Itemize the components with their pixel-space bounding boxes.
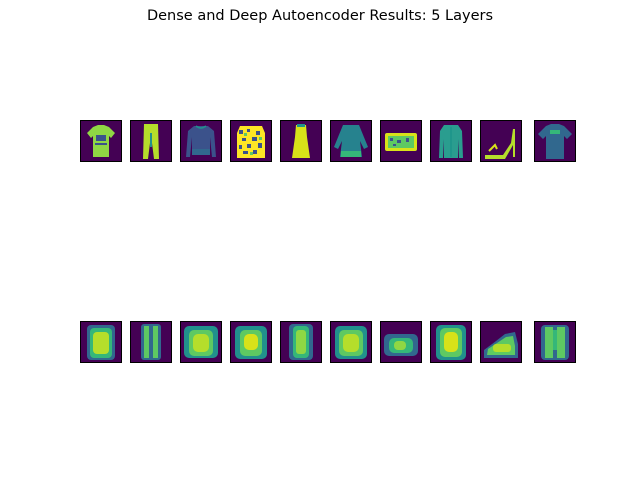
original-image-2 xyxy=(130,120,172,162)
tshirt-icon xyxy=(535,121,575,161)
original-image-7 xyxy=(380,120,422,162)
original-image-6 xyxy=(330,120,372,162)
reconstructed-image-1 xyxy=(80,321,122,363)
shirt-icon xyxy=(231,121,271,161)
figure-title: Dense and Deep Autoencoder Results: 5 La… xyxy=(146,8,494,24)
original-images-row xyxy=(0,120,640,164)
reconstructed-image-9 xyxy=(480,321,522,363)
sandal-icon xyxy=(481,121,521,161)
reconstructed-images-row xyxy=(0,321,640,365)
reconstructed-image-3 xyxy=(180,321,222,363)
tshirt-icon xyxy=(81,121,121,161)
original-image-5 xyxy=(280,120,322,162)
dress-icon xyxy=(281,121,321,161)
top-icon xyxy=(331,121,371,161)
original-image-4 xyxy=(230,120,272,162)
trousers-icon xyxy=(131,121,171,161)
reconstructed-image-10 xyxy=(534,321,576,363)
coat-icon xyxy=(431,121,471,161)
original-image-1 xyxy=(80,120,122,162)
pullover-icon xyxy=(181,121,221,161)
reconstructed-image-8 xyxy=(430,321,472,363)
original-image-3 xyxy=(180,120,222,162)
reconstructed-image-7 xyxy=(380,321,422,363)
bag-icon xyxy=(381,121,421,161)
reconstructed-image-6 xyxy=(330,321,372,363)
reconstructed-image-4 xyxy=(230,321,272,363)
original-image-9 xyxy=(480,120,522,162)
original-image-8 xyxy=(430,120,472,162)
original-image-10 xyxy=(534,120,576,162)
reconstructed-image-5 xyxy=(280,321,322,363)
reconstructed-image-2 xyxy=(130,321,172,363)
